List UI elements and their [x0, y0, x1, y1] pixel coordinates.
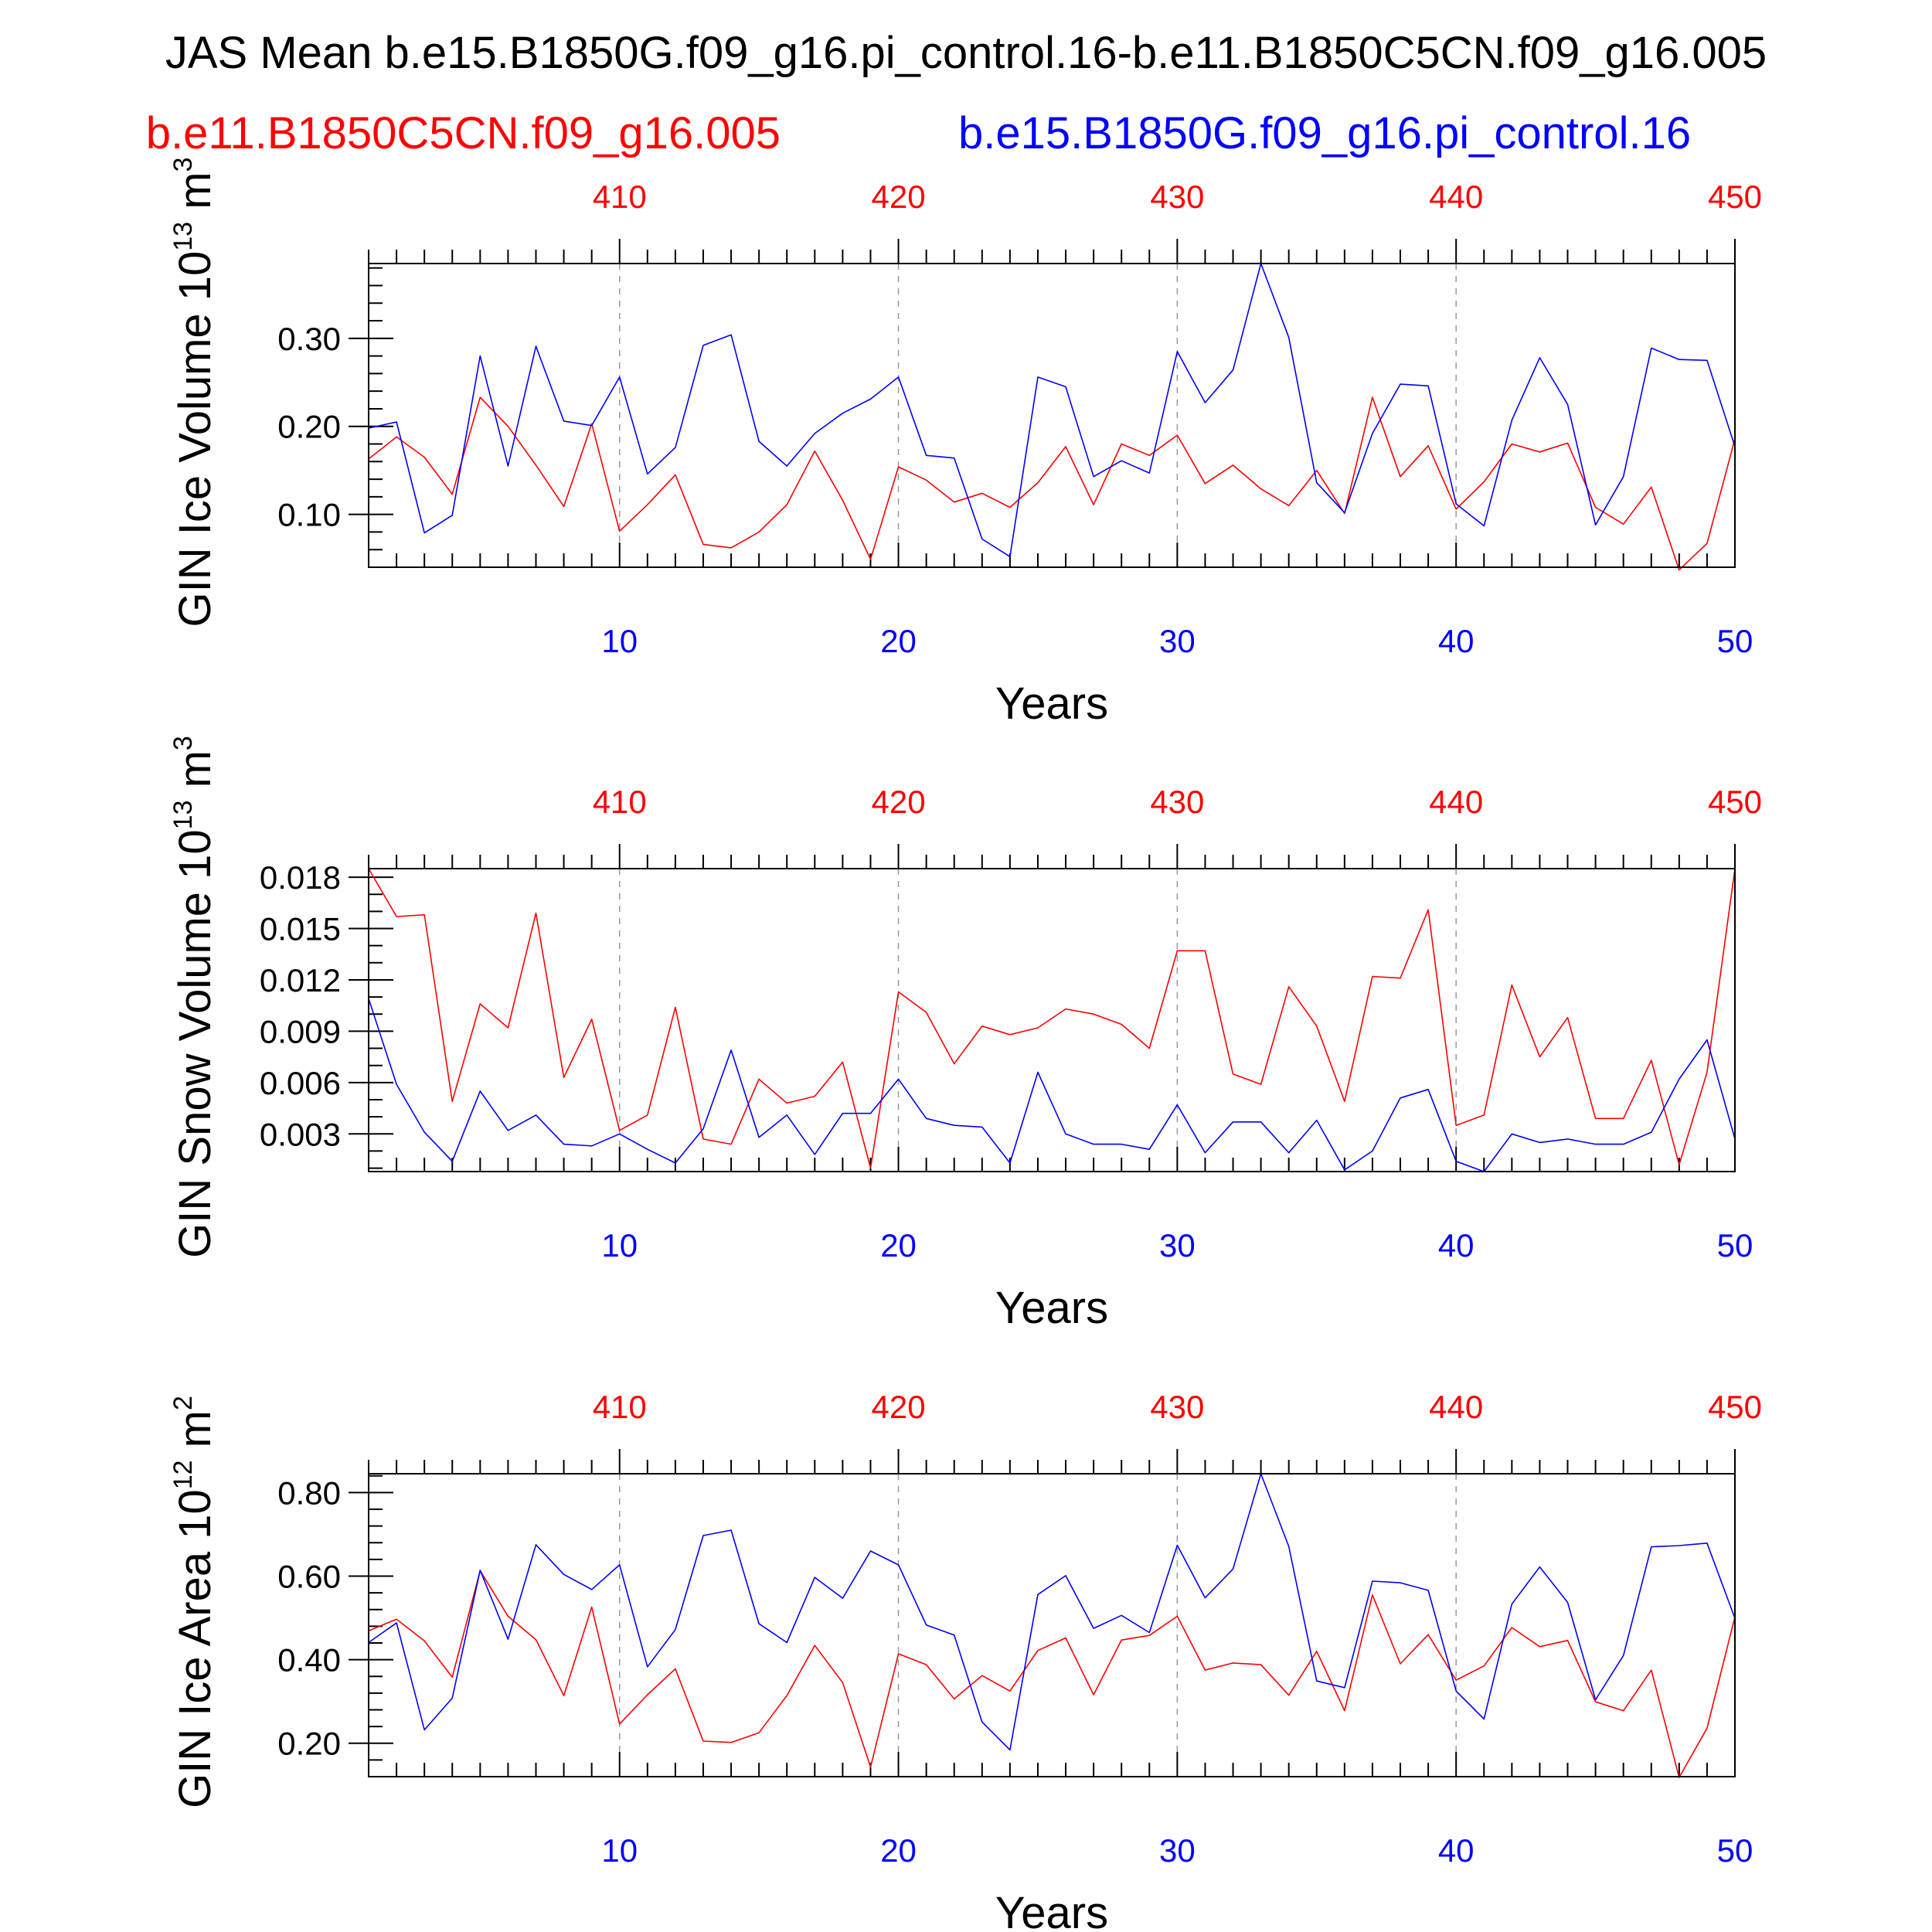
x-bottom-tick-label: 40 — [1438, 1832, 1475, 1869]
y-tick-label: 0.80 — [277, 1475, 341, 1511]
x-bottom-tick-label: 20 — [880, 1227, 917, 1264]
series-line-blue — [368, 998, 1736, 1172]
y-tick-label: 0.30 — [277, 321, 341, 357]
y-axis-title: GIN Snow Volume 1013 m3 — [168, 736, 220, 1258]
series-line-blue — [368, 263, 1736, 558]
panel-1: 0.10 0.20 0.30 10 410 20 420 30 430 40 440 50 450 Yea… — [168, 158, 1762, 730]
x-bottom-tick-label: 10 — [601, 1227, 638, 1264]
x-bottom-tick-label: 40 — [1438, 1227, 1475, 1264]
x-bottom-tick-label: 20 — [880, 1832, 917, 1869]
figure-title: JAS Mean b.e15.B1850G.f09_g16.pi_control… — [165, 28, 1767, 78]
x-bottom-tick-label: 30 — [1159, 1227, 1196, 1264]
x-top-tick-label: 440 — [1429, 784, 1483, 820]
x-axis-title: Years — [995, 1888, 1108, 1932]
x-axis-title: Years — [995, 1283, 1108, 1333]
y-tick-label: 0.018 — [260, 859, 341, 896]
x-top-tick-label: 420 — [872, 179, 926, 215]
x-top-tick-label: 420 — [872, 1389, 926, 1425]
x-top-tick-label: 430 — [1150, 179, 1204, 215]
x-top-tick-label: 430 — [1150, 1389, 1204, 1425]
x-top-tick-label: 440 — [1429, 179, 1483, 215]
series-line-red — [368, 1570, 1736, 1778]
x-bottom-tick-label: 10 — [601, 1832, 638, 1869]
y-tick-label: 0.006 — [260, 1065, 341, 1101]
y-tick-label: 0.015 — [260, 911, 341, 947]
subtitle-left: b.e11.B1850C5CN.f09_g16.005 — [146, 108, 781, 158]
panels: 0.10 0.20 0.30 10 410 20 420 30 430 40 440 50 450 Yea… — [168, 158, 1762, 1932]
x-top-tick-label: 420 — [872, 784, 926, 820]
series-line-red — [368, 396, 1736, 571]
y-axis-title: GIN Ice Area 1012 m2 — [168, 1396, 220, 1808]
panel-3: 0.20 0.40 0.60 0.80 10 410 20 420 30 430 40 440 50 45… — [168, 1389, 1762, 1932]
y-tick-label: 0.10 — [277, 497, 341, 533]
y-tick-label: 0.20 — [277, 409, 341, 445]
x-bottom-tick-label: 10 — [601, 623, 638, 659]
y-tick-label: 0.20 — [277, 1726, 341, 1762]
plot-frame — [368, 1473, 1736, 1777]
plot-frame — [368, 263, 1736, 568]
y-tick-label: 0.60 — [277, 1558, 341, 1594]
x-top-tick-label: 410 — [593, 179, 647, 215]
x-top-tick-label: 450 — [1708, 179, 1762, 215]
x-top-tick-label: 410 — [593, 1389, 647, 1425]
panel-2: 0.003 0.006 0.009 0.012 0.015 0.018 10 410 20 420… — [168, 736, 1762, 1333]
x-top-tick-label: 410 — [593, 784, 647, 820]
x-bottom-tick-label: 50 — [1717, 1227, 1753, 1264]
x-bottom-tick-label: 40 — [1438, 623, 1475, 659]
series-line-red — [368, 868, 1736, 1169]
y-tick-label: 0.40 — [277, 1642, 341, 1679]
y-tick-label: 0.009 — [260, 1013, 341, 1049]
x-top-tick-label: 450 — [1708, 784, 1762, 820]
x-bottom-tick-label: 50 — [1717, 1832, 1753, 1869]
x-top-tick-label: 430 — [1150, 784, 1204, 820]
x-top-tick-label: 450 — [1708, 1389, 1762, 1425]
x-bottom-tick-label: 20 — [880, 623, 917, 659]
x-bottom-tick-label: 30 — [1159, 1832, 1196, 1869]
subtitle-right: b.e15.B1850G.f09_g16.pi_control.16 — [958, 108, 1691, 158]
x-top-tick-label: 440 — [1429, 1389, 1483, 1425]
x-bottom-tick-label: 30 — [1159, 623, 1196, 659]
y-axis-title: GIN Ice Volume 1013 m3 — [168, 158, 220, 628]
x-bottom-tick-label: 50 — [1717, 623, 1753, 659]
x-axis-title: Years — [995, 679, 1108, 729]
plot-frame — [368, 868, 1736, 1172]
y-tick-label: 0.012 — [260, 962, 341, 998]
y-tick-label: 0.003 — [260, 1116, 341, 1152]
series-line-blue — [368, 1473, 1736, 1751]
